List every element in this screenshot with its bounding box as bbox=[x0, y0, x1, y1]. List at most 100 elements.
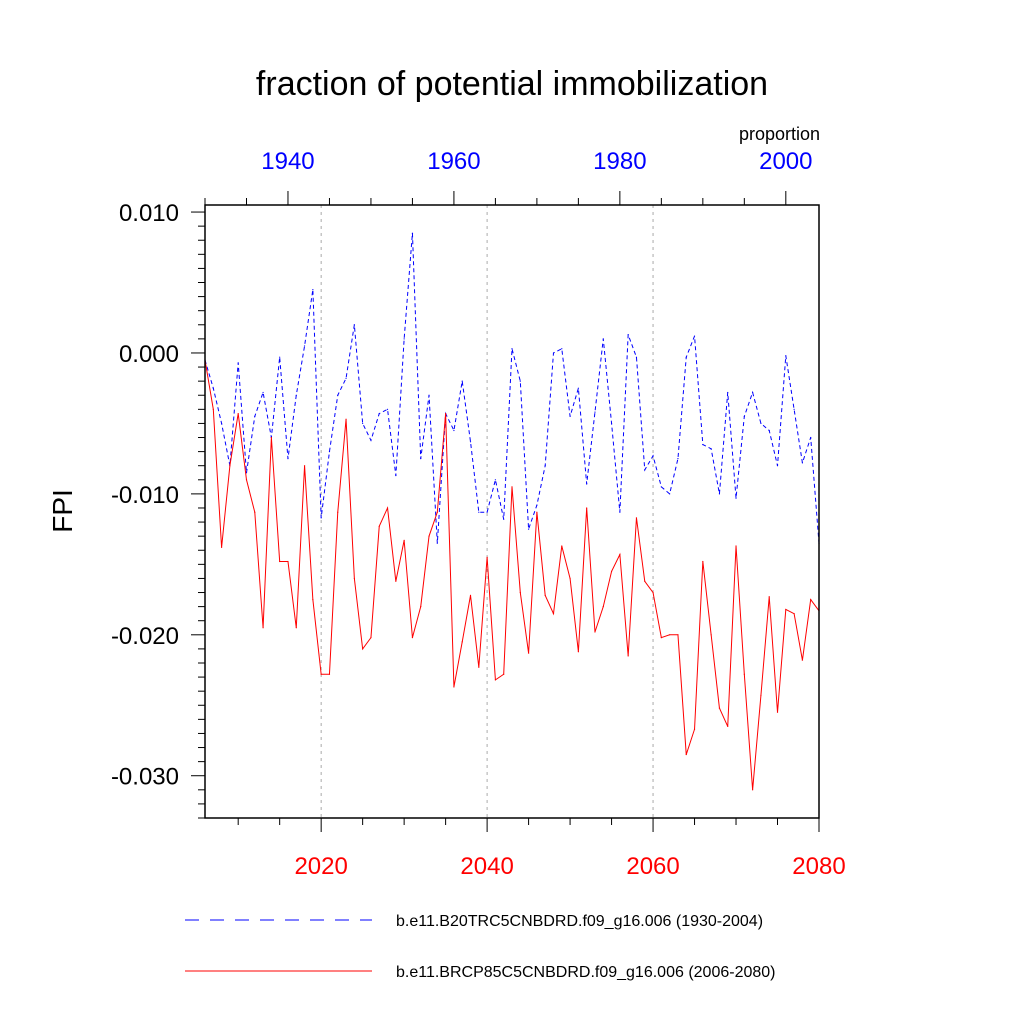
data-point-2 bbox=[403, 539, 405, 541]
data-point-1 bbox=[702, 443, 704, 446]
data-point-2 bbox=[752, 789, 754, 791]
legend: b.e11.B20TRC5CNBDRD.f09_g16.006 (1930-20… bbox=[185, 913, 775, 981]
data-point-2 bbox=[303, 465, 306, 467]
data-point-1 bbox=[245, 472, 248, 474]
data-point-2 bbox=[669, 634, 671, 636]
data-point-1 bbox=[303, 345, 306, 347]
data-point-1 bbox=[735, 497, 737, 499]
data-point-2 bbox=[461, 641, 463, 643]
data-point-1 bbox=[693, 335, 696, 337]
data-point-2 bbox=[287, 560, 289, 563]
data-point-2 bbox=[420, 606, 422, 608]
data-point-2 bbox=[644, 580, 646, 582]
data-point-2 bbox=[735, 545, 737, 547]
data-point-1 bbox=[527, 528, 530, 530]
data-point-1 bbox=[220, 422, 223, 425]
data-point-2 bbox=[619, 553, 621, 556]
data-point-1 bbox=[776, 465, 779, 467]
data-point-2 bbox=[627, 655, 629, 657]
data-point-2 bbox=[760, 694, 762, 697]
data-point-2 bbox=[594, 631, 596, 633]
data-point-2 bbox=[295, 627, 297, 629]
data-point-1 bbox=[602, 338, 604, 340]
data-point-1 bbox=[793, 408, 795, 410]
data-point-1 bbox=[760, 422, 762, 425]
data-point-2 bbox=[801, 659, 804, 661]
bottom-tick-label: 2060 bbox=[626, 853, 679, 880]
top-axis-ticks: 1940 1960 1980 2000 bbox=[204, 148, 813, 205]
data-point-1 bbox=[353, 324, 355, 326]
data-point-1 bbox=[810, 436, 812, 439]
bottom-tick-label: 2040 bbox=[460, 853, 513, 880]
data-point-1 bbox=[586, 483, 588, 485]
top-tick-label: 1960 bbox=[427, 148, 480, 175]
data-point-1 bbox=[386, 408, 389, 410]
data-point-1 bbox=[295, 394, 297, 396]
data-point-2 bbox=[552, 613, 555, 615]
data-point-1 bbox=[635, 356, 638, 358]
data-point-2 bbox=[362, 648, 364, 650]
data-point-2 bbox=[710, 634, 712, 636]
data-point-2 bbox=[245, 479, 248, 481]
data-point-2 bbox=[577, 651, 579, 653]
data-point-1 bbox=[552, 352, 555, 354]
data-point-2 bbox=[262, 627, 264, 629]
data-point-1 bbox=[619, 511, 621, 513]
data-point-2 bbox=[785, 608, 787, 611]
data-point-1 bbox=[544, 465, 546, 467]
data-point-2 bbox=[411, 637, 414, 639]
data-point-1 bbox=[577, 387, 579, 389]
data-point-2 bbox=[536, 511, 538, 513]
data-point-1 bbox=[685, 356, 687, 358]
data-point-1 bbox=[519, 380, 521, 382]
data-point-1 bbox=[627, 334, 629, 336]
data-point-1 bbox=[370, 439, 372, 441]
data-point-2 bbox=[693, 728, 696, 730]
data-point-2 bbox=[527, 652, 530, 654]
data-point-2 bbox=[685, 753, 687, 756]
data-point-2 bbox=[652, 591, 654, 594]
data-point-1 bbox=[801, 462, 804, 464]
data-point-1 bbox=[279, 356, 281, 358]
data-point-1 bbox=[262, 391, 264, 394]
data-point-1 bbox=[494, 479, 497, 481]
data-point-1 bbox=[212, 387, 214, 389]
data-point-1 bbox=[287, 458, 289, 460]
data-point-1 bbox=[378, 412, 380, 415]
data-point-2 bbox=[660, 637, 662, 639]
data-point-1 bbox=[503, 518, 505, 520]
data-point-1 bbox=[660, 486, 662, 488]
bottom-axis-ticks: 2020 2040 2060 2080 bbox=[237, 818, 846, 880]
data-point-2 bbox=[768, 596, 770, 598]
data-point-1 bbox=[428, 394, 430, 396]
data-point-2 bbox=[320, 673, 322, 675]
y-axis-label: FPI bbox=[47, 489, 78, 533]
data-point-2 bbox=[810, 598, 812, 601]
data-point-2 bbox=[569, 577, 571, 580]
data-point-1 bbox=[328, 451, 331, 453]
y-tick-label: -0.020 bbox=[111, 623, 179, 650]
data-point-2 bbox=[494, 679, 497, 681]
data-point-1 bbox=[677, 458, 679, 460]
data-point-2 bbox=[602, 606, 604, 608]
legend-label-2: b.e11.BRCP85C5CNBDRD.f09_g16.006 (2006-2… bbox=[396, 964, 775, 981]
data-point-2 bbox=[793, 613, 795, 615]
data-point-2 bbox=[395, 580, 397, 582]
data-point-1 bbox=[486, 511, 488, 513]
data-point-1 bbox=[420, 458, 422, 460]
data-point-1 bbox=[453, 429, 455, 432]
data-point-2 bbox=[469, 594, 472, 596]
data-point-2 bbox=[743, 673, 745, 675]
data-point-2 bbox=[279, 560, 281, 563]
legend-label-1: b.e11.B20TRC5CNBDRD.f09_g16.006 (1930-20… bbox=[396, 913, 763, 930]
data-point-2 bbox=[270, 436, 272, 439]
chart-title: fraction of potential immobilization bbox=[256, 65, 768, 103]
series-line-1 bbox=[204, 233, 820, 544]
data-point-2 bbox=[486, 556, 488, 558]
data-point-1 bbox=[743, 415, 745, 417]
y-tick-label: 0.010 bbox=[119, 200, 179, 227]
data-point-2 bbox=[312, 598, 314, 601]
data-point-1 bbox=[478, 511, 480, 513]
